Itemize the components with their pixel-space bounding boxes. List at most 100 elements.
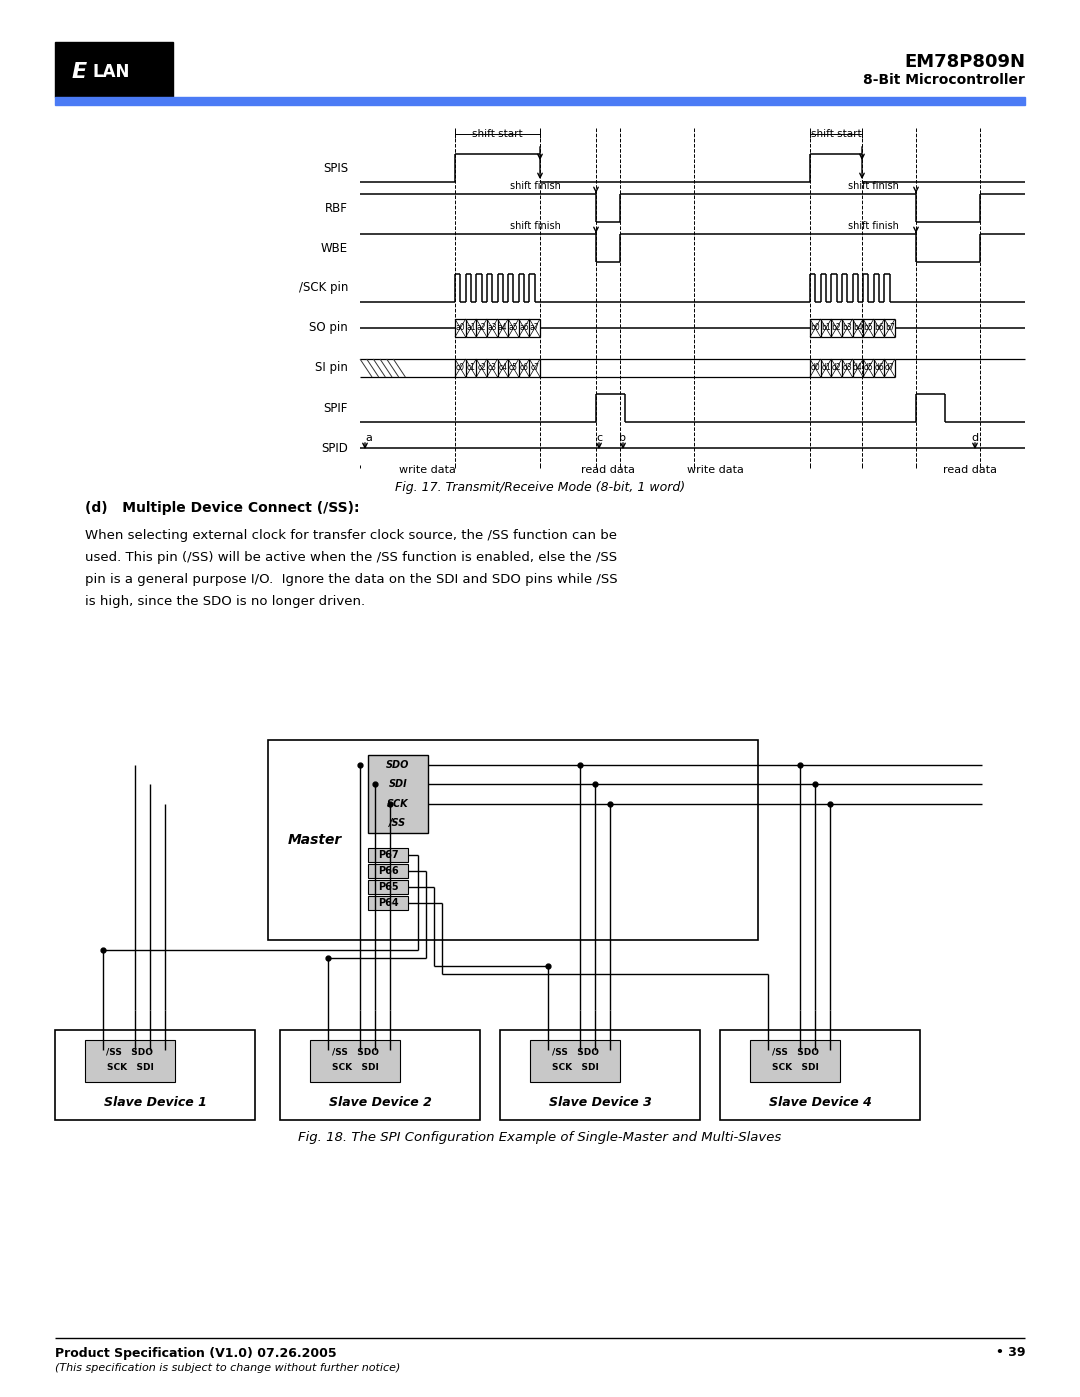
Bar bbox=[720, 1030, 920, 1120]
Text: E: E bbox=[72, 61, 87, 82]
Text: d6: d6 bbox=[874, 363, 883, 373]
Text: c6: c6 bbox=[519, 363, 528, 373]
Text: a4: a4 bbox=[498, 324, 508, 332]
Text: SCK   SDI: SCK SDI bbox=[332, 1063, 378, 1073]
Text: /SS: /SS bbox=[390, 819, 406, 828]
Text: b5: b5 bbox=[864, 324, 874, 332]
Text: b3: b3 bbox=[842, 324, 852, 332]
Text: read data: read data bbox=[943, 465, 997, 475]
Text: c5: c5 bbox=[509, 363, 518, 373]
Bar bbox=[268, 740, 758, 940]
Text: pin is a general purpose I/O.  Ignore the data on the SDI and SDO pins while /SS: pin is a general purpose I/O. Ignore the… bbox=[85, 574, 618, 587]
Text: Slave Device 2: Slave Device 2 bbox=[328, 1095, 431, 1108]
Bar bbox=[368, 880, 408, 894]
Text: a7: a7 bbox=[530, 324, 540, 332]
Text: b0: b0 bbox=[810, 324, 820, 332]
Text: a6: a6 bbox=[519, 324, 529, 332]
Text: SPIF: SPIF bbox=[324, 401, 348, 415]
Text: c1: c1 bbox=[467, 363, 475, 373]
Text: d5: d5 bbox=[864, 363, 874, 373]
Text: used. This pin (/SS) will be active when the /SS function is enabled, else the /: used. This pin (/SS) will be active when… bbox=[85, 552, 617, 564]
Bar bbox=[500, 1030, 700, 1120]
Text: b2: b2 bbox=[832, 324, 841, 332]
Text: LAN: LAN bbox=[92, 63, 130, 81]
Text: SDO: SDO bbox=[387, 760, 409, 770]
Text: shift start: shift start bbox=[811, 129, 862, 138]
Text: EM78P809N: EM78P809N bbox=[904, 53, 1025, 71]
Text: Master: Master bbox=[288, 833, 342, 847]
Text: Slave Device 3: Slave Device 3 bbox=[549, 1095, 651, 1108]
Bar bbox=[85, 1039, 175, 1083]
Bar bbox=[310, 1039, 400, 1083]
Text: P67: P67 bbox=[378, 849, 399, 861]
Text: c7: c7 bbox=[530, 363, 539, 373]
Text: d3: d3 bbox=[842, 363, 852, 373]
Text: b: b bbox=[620, 433, 626, 443]
Bar bbox=[55, 96, 1025, 105]
Bar bbox=[55, 42, 173, 96]
Text: d4: d4 bbox=[853, 363, 863, 373]
Text: Slave Device 4: Slave Device 4 bbox=[769, 1095, 872, 1108]
Text: b1: b1 bbox=[821, 324, 831, 332]
Text: SO pin: SO pin bbox=[309, 321, 348, 334]
Text: shift finish: shift finish bbox=[848, 221, 899, 231]
Text: c4: c4 bbox=[498, 363, 508, 373]
Bar bbox=[750, 1039, 840, 1083]
Text: a2: a2 bbox=[476, 324, 486, 332]
Text: SI pin: SI pin bbox=[315, 362, 348, 374]
Text: a3: a3 bbox=[487, 324, 497, 332]
Text: c2: c2 bbox=[477, 363, 486, 373]
Text: d2: d2 bbox=[832, 363, 841, 373]
Text: Fig. 17. Transmit/Receive Mode (8-bit, 1 word): Fig. 17. Transmit/Receive Mode (8-bit, 1… bbox=[395, 482, 685, 495]
Bar bbox=[530, 1039, 620, 1083]
Text: SCK   SDI: SCK SDI bbox=[771, 1063, 819, 1073]
Text: write data: write data bbox=[687, 465, 743, 475]
Bar bbox=[280, 1030, 480, 1120]
Text: read data: read data bbox=[581, 465, 635, 475]
Text: WBE: WBE bbox=[321, 242, 348, 254]
Text: b4: b4 bbox=[853, 324, 863, 332]
Bar bbox=[55, 1030, 255, 1120]
Text: RBF: RBF bbox=[325, 201, 348, 215]
Text: d0: d0 bbox=[810, 363, 820, 373]
Text: shift finish: shift finish bbox=[510, 221, 561, 231]
Text: When selecting external clock for transfer clock source, the /SS function can be: When selecting external clock for transf… bbox=[85, 529, 617, 542]
Text: /SS   SDO: /SS SDO bbox=[107, 1048, 153, 1056]
Text: /SS   SDO: /SS SDO bbox=[332, 1048, 378, 1056]
Text: SPID: SPID bbox=[321, 441, 348, 454]
Text: Product Specification (V1.0) 07.26.2005: Product Specification (V1.0) 07.26.2005 bbox=[55, 1347, 337, 1359]
Bar bbox=[368, 895, 408, 909]
Text: /SS   SDO: /SS SDO bbox=[552, 1048, 598, 1056]
Text: c3: c3 bbox=[488, 363, 497, 373]
Text: SCK   SDI: SCK SDI bbox=[107, 1063, 153, 1073]
Text: shift finish: shift finish bbox=[510, 182, 561, 191]
Bar bbox=[368, 848, 408, 862]
Bar bbox=[368, 863, 408, 877]
Text: Slave Device 1: Slave Device 1 bbox=[104, 1095, 206, 1108]
Text: SCK   SDI: SCK SDI bbox=[552, 1063, 598, 1073]
Text: (This specification is subject to change without further notice): (This specification is subject to change… bbox=[55, 1363, 401, 1373]
Text: shift finish: shift finish bbox=[848, 182, 899, 191]
Text: b6: b6 bbox=[874, 324, 883, 332]
Text: /SCK pin: /SCK pin bbox=[299, 282, 348, 295]
Text: write data: write data bbox=[399, 465, 456, 475]
Text: d7: d7 bbox=[885, 363, 894, 373]
Text: a5: a5 bbox=[509, 324, 518, 332]
Text: SPIS: SPIS bbox=[323, 162, 348, 175]
Text: shift start: shift start bbox=[472, 129, 523, 138]
Text: P64: P64 bbox=[378, 898, 399, 908]
Text: c0: c0 bbox=[456, 363, 464, 373]
Text: d: d bbox=[971, 433, 978, 443]
Text: a: a bbox=[365, 433, 372, 443]
Text: SCK: SCK bbox=[388, 799, 409, 809]
Text: a1: a1 bbox=[467, 324, 475, 332]
Text: SDI: SDI bbox=[389, 780, 407, 789]
Text: d1: d1 bbox=[821, 363, 831, 373]
Text: (d)   Multiple Device Connect (/SS):: (d) Multiple Device Connect (/SS): bbox=[85, 502, 360, 515]
Text: P66: P66 bbox=[378, 866, 399, 876]
Text: a0: a0 bbox=[456, 324, 465, 332]
Text: c: c bbox=[596, 433, 602, 443]
Text: Fig. 18. The SPI Configuration Example of Single-Master and Multi-Slaves: Fig. 18. The SPI Configuration Example o… bbox=[298, 1132, 782, 1144]
Text: /SS   SDO: /SS SDO bbox=[771, 1048, 819, 1056]
Text: • 39: • 39 bbox=[996, 1347, 1025, 1359]
